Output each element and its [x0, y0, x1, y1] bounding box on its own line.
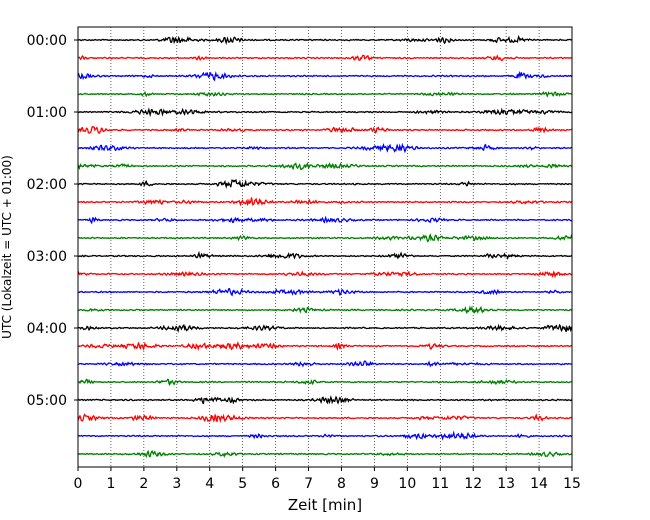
y-tick-label: 04:00: [27, 321, 67, 337]
trace-line: [77, 250, 573, 261]
trace-line: [77, 395, 573, 405]
trace-line: [77, 215, 573, 225]
x-tick-label: 12: [464, 476, 482, 492]
x-tick-label: 2: [139, 476, 148, 492]
trace-line: [77, 142, 573, 154]
trace-line: [77, 287, 573, 297]
trace-line: [77, 360, 573, 368]
x-tick-label: 9: [370, 476, 379, 492]
trace-line: [77, 305, 573, 315]
y-tick-label: 03:00: [27, 249, 67, 265]
x-tick-label: 0: [74, 476, 83, 492]
y-tick-label: 05:00: [27, 393, 67, 409]
x-tick-label: 3: [172, 476, 181, 492]
x-tick-label: 11: [431, 476, 449, 492]
trace-line: [77, 413, 573, 423]
x-tick-label: 5: [238, 476, 247, 492]
trace-line: [77, 125, 573, 134]
y-tick-label: 00:00: [27, 33, 67, 49]
x-tick-label: 4: [205, 476, 214, 492]
trace-line: [77, 233, 573, 243]
trace-line: [77, 90, 573, 98]
trace-line: [77, 450, 573, 459]
trace-line: [77, 197, 573, 207]
trace-line: [77, 270, 573, 279]
trace-line: [78, 323, 573, 334]
y-tick-label: 01:00: [27, 105, 67, 121]
trace-line: [77, 341, 573, 352]
trace-line: [77, 378, 573, 387]
trace-line: [77, 179, 573, 189]
trace-line: [77, 162, 573, 171]
trace-line: [77, 70, 573, 82]
plot-frame: [77, 26, 573, 468]
x-tick-label: 6: [271, 476, 280, 492]
vertical-gridlines: [110, 27, 540, 467]
y-axis-ticks: 00:00 01:00 02:00 03:00 04:00 05:00: [27, 33, 78, 409]
x-tick-label: 14: [530, 476, 548, 492]
y-tick-label: 02:00: [27, 177, 67, 193]
trace-line: [77, 430, 573, 441]
x-axis-label: Zeit [min]: [288, 496, 362, 514]
y-axis-label: UTC (Lokalzeit = UTC + 01:00): [0, 155, 14, 339]
trace-line: [77, 34, 573, 45]
trace-line: [77, 54, 573, 62]
plot-background: [78, 27, 572, 467]
x-tick-label: 15: [563, 476, 581, 492]
x-tick-label: 7: [304, 476, 313, 492]
x-tick-label: 8: [337, 476, 346, 492]
trace-group: [77, 34, 573, 459]
x-tick-label: 10: [398, 476, 416, 492]
trace-line: [77, 107, 573, 118]
x-tick-label: 1: [106, 476, 115, 492]
x-axis-ticks: 0 1 2 3 4 5 6 7 8 9 10 11 12 13 14 15: [74, 467, 581, 492]
x-tick-label: 13: [497, 476, 515, 492]
